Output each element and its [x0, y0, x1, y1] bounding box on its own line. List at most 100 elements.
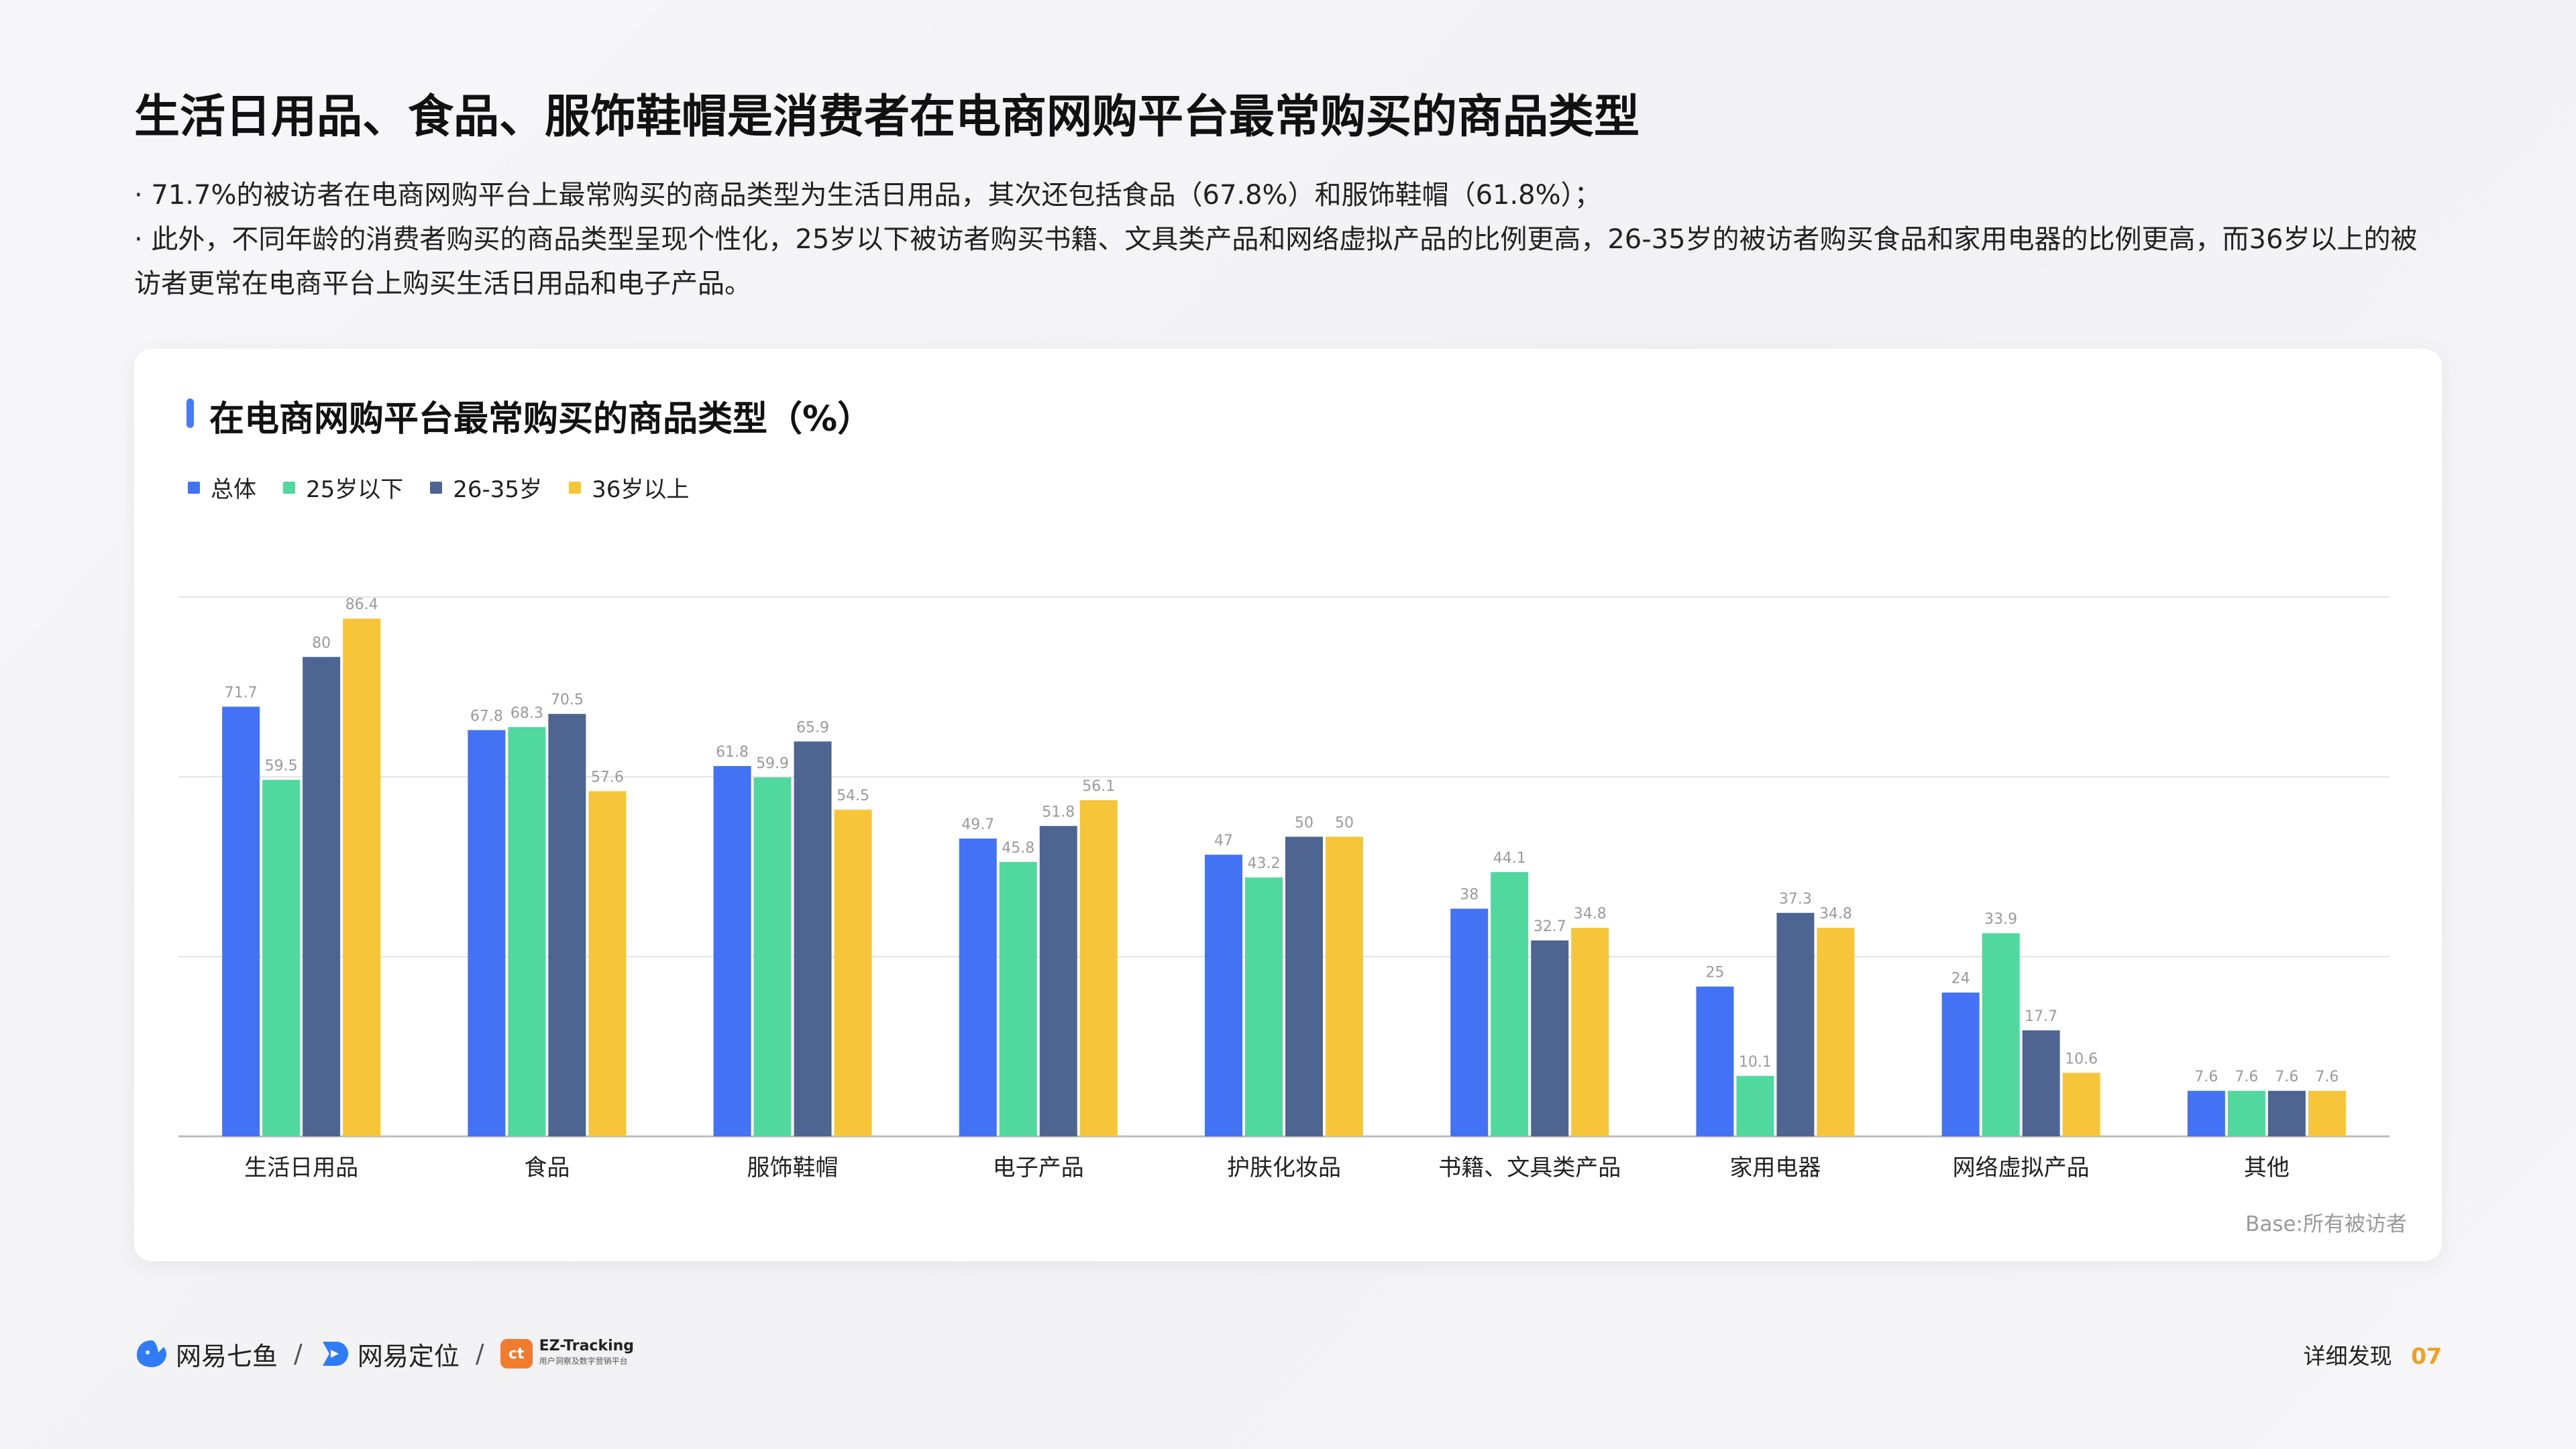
brand-dingwei-label: 网易定位 [357, 1341, 460, 1371]
bar [548, 714, 586, 1136]
data-label: 57.6 [591, 769, 624, 786]
data-label: 67.8 [470, 708, 503, 724]
bar [1326, 837, 1363, 1136]
x-tick-label: 电子产品 [993, 1155, 1084, 1181]
bar [959, 839, 997, 1136]
bar [794, 741, 832, 1136]
data-label: 70.5 [551, 692, 584, 708]
legend-item-under-25: 25岁以下 [283, 471, 403, 504]
page-number: 07 [2411, 1343, 2442, 1369]
legend-swatch-overall [188, 481, 200, 494]
section-label: 详细发现 [2303, 1343, 2392, 1369]
legend-swatch-over-36 [569, 481, 582, 494]
data-label: 80 [312, 635, 331, 651]
footer-brands: 网易七鱼 / 网易定位 / ct EZ-Tracking 用户洞察及数字营销平台 [134, 1335, 634, 1373]
data-label: 50 [1335, 814, 1354, 831]
bar [1941, 992, 1980, 1136]
data-label: 71.7 [225, 684, 258, 701]
summary-bullet-1: · 71.7%的被访者在电商网购平台上最常购买的商品类型为生活日用品，其次还包括… [134, 180, 1601, 211]
bar [1696, 986, 1734, 1136]
bar [468, 730, 506, 1136]
brand-ez-tracking: ct EZ-Tracking 用户洞察及数字营销平台 [500, 1339, 634, 1368]
bar [2227, 1091, 2265, 1136]
legend-label-26-35: 26-35岁 [453, 476, 543, 503]
bar [262, 780, 301, 1136]
legend-item-26-35: 26-35岁 [430, 471, 542, 504]
summary-text: · 71.7%的被访者在电商网购平台上最常购买的商品类型为生活日用品，其次还包括… [134, 173, 2442, 306]
legend-label-under-25: 25岁以下 [306, 476, 404, 503]
data-label: 59.9 [756, 755, 789, 772]
bar [1079, 800, 1118, 1136]
x-tick-label: 其他 [2244, 1155, 2290, 1181]
bar [1245, 877, 1283, 1136]
bar [1982, 933, 2020, 1136]
x-tick-label: 护肤化妆品 [1227, 1155, 1341, 1181]
bar [2267, 1091, 2306, 1136]
bar [508, 727, 546, 1136]
brand-qiyu-label: 网易七鱼 [176, 1341, 278, 1371]
data-label: 24 [1951, 971, 1970, 987]
bar [588, 791, 627, 1136]
bar [1776, 912, 1815, 1136]
data-label: 7.6 [2315, 1069, 2339, 1085]
brand-dingwei: 网易定位 [319, 1336, 460, 1373]
bar [222, 706, 260, 1136]
data-label: 56.1 [1082, 778, 1115, 795]
base-note: Base:所有被访者 [2245, 1212, 2407, 1236]
bar [1571, 928, 1609, 1136]
bar [1285, 837, 1323, 1136]
brand-separator: / [475, 1339, 484, 1368]
data-label: 7.6 [2235, 1069, 2258, 1085]
data-label: 86.4 [345, 596, 378, 613]
bar [834, 810, 872, 1136]
bar [999, 861, 1037, 1136]
ez-tracking-name: EZ-Tracking [539, 1338, 635, 1354]
page-title: 生活日用品、食品、服饰鞋帽是消费者在电商网购平台最常购买的商品类型 [134, 91, 1640, 144]
bar [1491, 872, 1529, 1136]
legend-label-overall: 总体 [211, 476, 256, 503]
data-label: 34.8 [1574, 906, 1607, 922]
bar [2187, 1091, 2225, 1136]
bar [1817, 928, 1855, 1136]
data-label: 10.1 [1739, 1054, 1772, 1071]
data-label: 34.8 [1819, 906, 1852, 922]
x-tick-label: 家用电器 [1729, 1155, 1821, 1181]
chart-title-text: 在电商网购平台最常购买的商品类型（%） [209, 399, 873, 439]
data-label: 50 [1295, 814, 1313, 831]
data-label: 32.7 [1534, 918, 1566, 935]
data-label: 45.8 [1002, 840, 1034, 857]
legend-item-over-36: 36岁以上 [569, 471, 689, 504]
data-label: 7.6 [2275, 1069, 2298, 1085]
data-label: 17.7 [2025, 1008, 2057, 1025]
page-footer-right: 详细发现 07 [2304, 1338, 2442, 1371]
data-label: 37.3 [1779, 891, 1812, 908]
x-tick-label: 生活日用品 [244, 1155, 358, 1181]
data-label: 7.6 [2194, 1069, 2218, 1085]
brand-separator: / [294, 1339, 303, 1368]
x-tick-label: 网络虚拟产品 [1953, 1155, 2090, 1181]
data-label: 25 [1705, 965, 1724, 981]
data-label: 44.1 [1493, 850, 1526, 867]
x-tick-label: 书籍、文具类产品 [1438, 1155, 1621, 1181]
bar [753, 777, 792, 1136]
ez-tracking-subtitle: 用户洞察及数字营销平台 [539, 1356, 628, 1366]
data-label: 61.8 [716, 744, 749, 761]
bar [713, 765, 751, 1136]
chart-legend: 总体 25岁以下 26-35岁 36岁以上 [188, 471, 689, 504]
bar [1531, 940, 1569, 1136]
summary-bullet-2: · 此外，不同年龄的消费者购买的商品类型呈现个性化，25岁以下被访者购买书籍、文… [134, 224, 2418, 299]
data-label: 10.6 [2065, 1051, 2098, 1067]
x-tick-label: 服饰鞋帽 [747, 1155, 839, 1181]
dingwei-logo-icon [322, 1342, 348, 1366]
chart-title: 在电商网购平台最常购买的商品类型（%） [186, 390, 872, 441]
data-label: 59.5 [265, 757, 298, 774]
data-label: 68.3 [511, 705, 543, 722]
data-label: 54.5 [837, 788, 869, 804]
bar [1039, 826, 1077, 1136]
ez-tracking-text: EZ-Tracking 用户洞察及数字营销平台 [539, 1339, 634, 1368]
data-label: 43.2 [1248, 855, 1281, 872]
data-label: 51.8 [1042, 804, 1075, 820]
chart-card: 在电商网购平台最常购买的商品类型（%） 总体 25岁以下 26-35岁 36岁以… [134, 349, 2442, 1261]
bar [1205, 855, 1242, 1136]
bar [1450, 908, 1489, 1136]
